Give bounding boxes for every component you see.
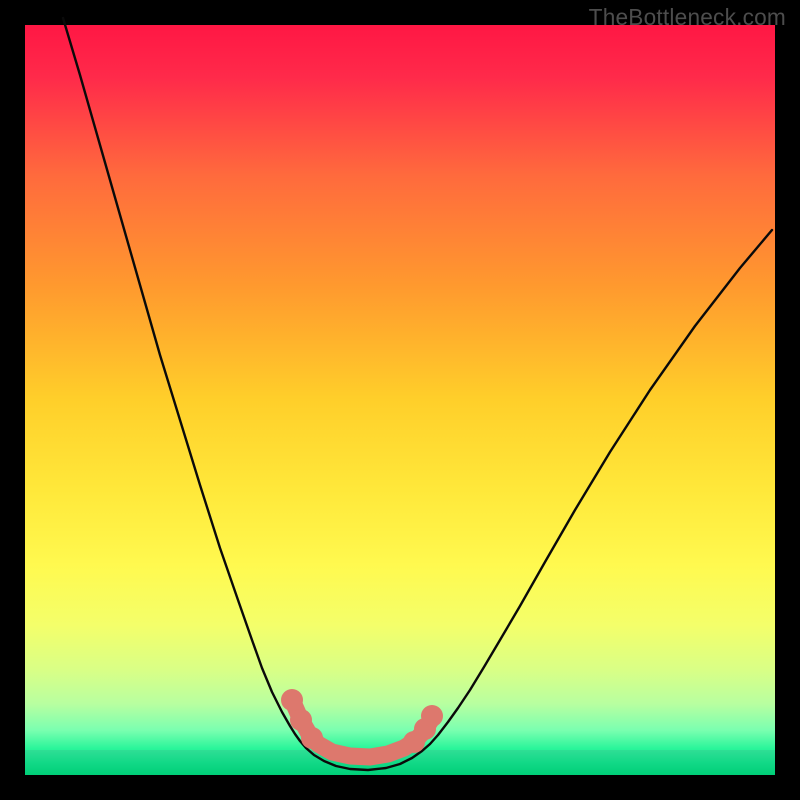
highlight-bead [301, 727, 323, 749]
plot-background [25, 25, 775, 775]
bottleneck-chart [0, 0, 800, 800]
watermark-text: TheBottleneck.com [589, 4, 786, 31]
chart-root: TheBottleneck.com [0, 0, 800, 800]
highlight-bead [281, 689, 303, 711]
highlight-bead [421, 705, 443, 727]
